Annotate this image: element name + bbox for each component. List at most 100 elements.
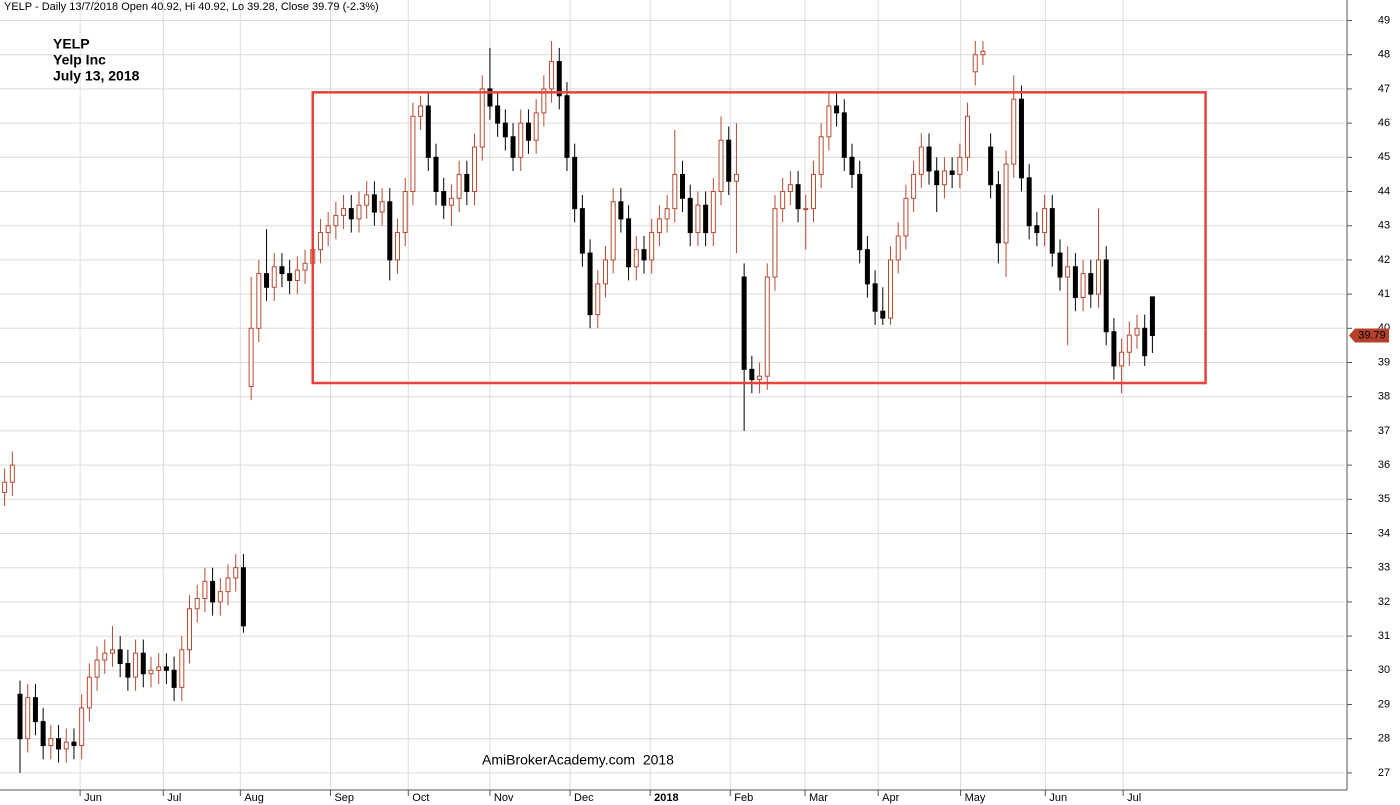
candle-body bbox=[2, 481, 8, 493]
x-tick-label: Jun bbox=[1049, 792, 1067, 804]
candle-body bbox=[1018, 98, 1024, 179]
candle-body bbox=[317, 232, 323, 251]
candle-body bbox=[117, 649, 123, 664]
candle-body bbox=[934, 170, 940, 186]
candle-body bbox=[772, 208, 778, 278]
candle-body bbox=[980, 50, 986, 56]
annotation: July 13, 2018 bbox=[53, 68, 140, 84]
candle-body bbox=[441, 191, 447, 206]
candle-body bbox=[780, 191, 786, 210]
candle-body bbox=[834, 105, 840, 114]
candle-body bbox=[1111, 331, 1117, 367]
candle-body bbox=[364, 194, 370, 206]
candle-body bbox=[356, 204, 362, 220]
candle-body bbox=[48, 738, 54, 747]
x-tick-label: Nov bbox=[494, 792, 514, 804]
watermark: AmiBrokerAcademy.com 2018 bbox=[482, 752, 674, 768]
candle-body bbox=[302, 262, 308, 271]
candle-body bbox=[240, 567, 246, 627]
candle-body bbox=[187, 608, 193, 651]
candle-body bbox=[495, 105, 501, 124]
candle-body bbox=[1042, 208, 1048, 234]
candle-body bbox=[803, 208, 809, 211]
candle-body bbox=[1119, 351, 1125, 367]
candle-body bbox=[672, 173, 678, 210]
candle-body bbox=[841, 112, 847, 158]
candle-body bbox=[456, 173, 462, 199]
candle-body bbox=[849, 156, 855, 175]
candle-body bbox=[633, 249, 639, 268]
y-tick-label: 48 bbox=[1378, 49, 1390, 61]
x-tick-label: Jul bbox=[167, 792, 181, 804]
candle-body bbox=[726, 139, 732, 182]
candle-body bbox=[1142, 327, 1148, 357]
candle-body bbox=[502, 122, 508, 138]
annotation: YELP bbox=[53, 36, 90, 52]
x-tick-label: Aug bbox=[244, 792, 264, 804]
candle-body bbox=[148, 669, 154, 675]
candle-body bbox=[1057, 252, 1063, 278]
candle-body bbox=[995, 184, 1001, 244]
candle-body bbox=[579, 208, 585, 254]
candle-body bbox=[1026, 177, 1032, 227]
candle-body bbox=[510, 136, 516, 158]
candle-body bbox=[1049, 208, 1055, 254]
candle-body bbox=[94, 659, 100, 678]
y-tick-label: 37 bbox=[1378, 425, 1390, 437]
y-tick-label: 36 bbox=[1378, 459, 1390, 471]
candle-body bbox=[957, 156, 963, 175]
y-tick-label: 39 bbox=[1378, 356, 1390, 368]
candle-body bbox=[695, 204, 701, 234]
candle-body bbox=[402, 191, 408, 234]
x-tick-label: Jun bbox=[84, 792, 102, 804]
candle-body bbox=[903, 197, 909, 237]
y-tick-label: 46 bbox=[1378, 117, 1390, 129]
candle-body bbox=[1065, 266, 1071, 278]
candle-body bbox=[472, 146, 478, 193]
y-tick-label: 42 bbox=[1378, 254, 1390, 266]
candle-body bbox=[972, 54, 978, 73]
candle-body bbox=[56, 738, 62, 750]
candle-body bbox=[1003, 163, 1009, 244]
x-tick-label: Sep bbox=[334, 792, 354, 804]
candle-body bbox=[479, 88, 485, 148]
candle-body bbox=[764, 276, 770, 377]
y-tick-label: 35 bbox=[1378, 493, 1390, 505]
candle-body bbox=[394, 232, 400, 261]
candle-body bbox=[626, 218, 632, 268]
candle-body bbox=[549, 61, 555, 90]
candle-body bbox=[9, 464, 15, 483]
candle-body bbox=[757, 375, 763, 381]
candle-body bbox=[348, 208, 354, 220]
x-tick-label: Mar bbox=[809, 792, 828, 804]
candle-body bbox=[341, 208, 347, 216]
candle-body bbox=[379, 201, 385, 213]
y-tick-label: 44 bbox=[1378, 185, 1390, 197]
candle-body bbox=[1011, 98, 1017, 165]
candle-body bbox=[656, 218, 662, 234]
y-tick-label: 45 bbox=[1378, 151, 1390, 163]
candle-body bbox=[687, 197, 693, 234]
candle-body bbox=[541, 88, 547, 114]
candle-body bbox=[156, 666, 162, 671]
candle-body bbox=[1149, 296, 1155, 336]
candle-body bbox=[965, 115, 971, 158]
candle-body bbox=[703, 204, 709, 234]
range-box bbox=[311, 91, 1207, 385]
candle-body bbox=[63, 741, 69, 750]
y-tick-label: 43 bbox=[1378, 220, 1390, 232]
y-tick-label: 47 bbox=[1378, 83, 1390, 95]
candle-body bbox=[279, 266, 285, 275]
candle-body bbox=[533, 112, 539, 141]
candle-body bbox=[749, 368, 755, 381]
candle-body bbox=[918, 146, 924, 175]
candle-body bbox=[718, 139, 724, 193]
candle-body bbox=[256, 273, 262, 329]
candle-body bbox=[710, 191, 716, 234]
candle-body bbox=[194, 597, 200, 610]
candle-body bbox=[418, 105, 424, 117]
candle-body bbox=[1095, 259, 1101, 295]
x-tick-label: Apr bbox=[882, 792, 899, 804]
